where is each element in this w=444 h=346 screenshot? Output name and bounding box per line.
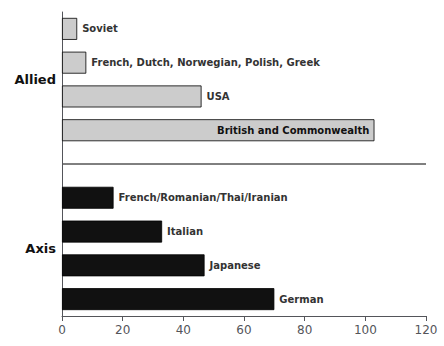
svg-text:Axis: Axis [25, 241, 56, 256]
svg-text:0: 0 [58, 323, 66, 337]
svg-text:German: German [279, 294, 323, 305]
svg-text:French/Romanian/Thai/Iranian: French/Romanian/Thai/Iranian [119, 192, 288, 203]
svg-text:Soviet: Soviet [82, 23, 118, 34]
svg-text:120: 120 [415, 323, 438, 337]
svg-text:100: 100 [354, 323, 377, 337]
svg-text:French, Dutch, Norwegian, Poli: French, Dutch, Norwegian, Polish, Greek [91, 57, 320, 68]
svg-text:Italian: Italian [167, 226, 203, 237]
svg-text:80: 80 [297, 323, 312, 337]
svg-text:USA: USA [207, 91, 230, 102]
svg-text:Allied: Allied [14, 72, 56, 87]
svg-text:20: 20 [115, 323, 130, 337]
svg-text:40: 40 [176, 323, 191, 337]
svg-text:Japanese: Japanese [209, 260, 261, 271]
svg-text:British and Commonwealth: British and Commonwealth [217, 125, 369, 136]
svg-text:60: 60 [236, 323, 251, 337]
